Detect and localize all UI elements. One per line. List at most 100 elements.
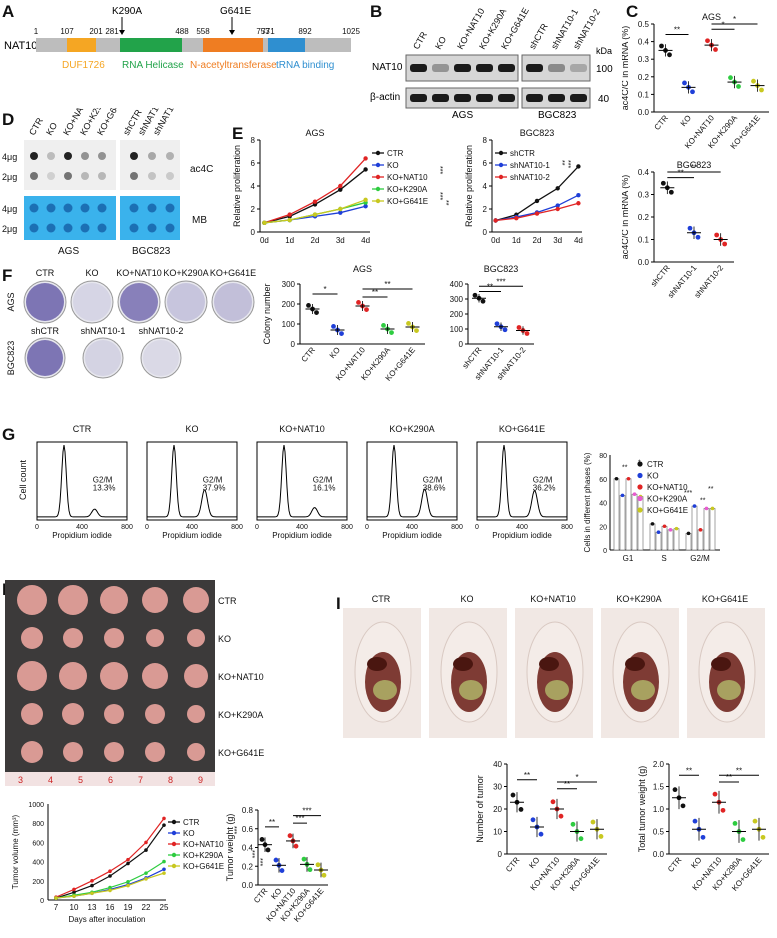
x-tick-label: 800 — [561, 524, 573, 531]
x-tick-label: 400 — [406, 524, 418, 531]
domain-tick: 201 — [89, 27, 103, 36]
data-point — [695, 234, 701, 240]
sig-mark: ** — [384, 280, 390, 289]
tumor — [21, 703, 43, 725]
tumor — [142, 663, 168, 689]
hist-curve — [36, 445, 127, 520]
x-tick-label: 3d — [553, 236, 562, 245]
x-tick-label: 0 — [255, 524, 259, 531]
data-point — [510, 792, 516, 798]
colony-dish — [70, 280, 114, 324]
phase-bar — [619, 495, 626, 551]
blot-band — [410, 64, 427, 72]
y-tick-label: 200 — [32, 879, 44, 886]
x-tick-label: 800 — [121, 524, 133, 531]
data-point — [578, 836, 584, 842]
y-tick-label: 80 — [599, 453, 607, 460]
y-tick-label: 60 — [599, 477, 607, 484]
y-axis-label: Relative proliferation — [232, 145, 242, 227]
series-point — [108, 874, 112, 878]
panel-label-e: E — [232, 124, 244, 143]
y-tick-label: 0.1 — [638, 236, 650, 245]
hist-curve — [256, 445, 347, 520]
x-tick-label: 25 — [160, 903, 169, 912]
panel-label-g: G — [2, 425, 16, 444]
sig-mark: ** — [691, 163, 697, 172]
domain-tick: 771 — [261, 27, 275, 36]
data-point — [389, 330, 394, 335]
mouse-label: KO+NAT10 — [530, 594, 576, 604]
tumor — [63, 628, 83, 648]
data-point — [667, 52, 672, 58]
colony-dish — [82, 337, 124, 379]
domain-tick: 1 — [34, 27, 39, 36]
blot-band — [498, 64, 515, 72]
sig-mark: ** — [269, 818, 275, 827]
ruler-number: 6 — [108, 775, 113, 785]
category-label: KO — [679, 114, 693, 129]
colony-stain — [214, 283, 252, 321]
blot-band — [526, 94, 543, 102]
mb-dot — [165, 203, 175, 213]
x-tick-label: 7 — [54, 903, 59, 912]
tumor — [100, 662, 128, 690]
sig-mark: * — [733, 15, 736, 24]
data-point — [259, 837, 265, 842]
series-point — [108, 888, 112, 893]
data-point — [740, 837, 746, 842]
legend-swatch — [637, 495, 643, 502]
legend-label: KO+NAT10 — [387, 173, 428, 182]
intestine — [373, 680, 397, 700]
hist-title: KO+NAT10 — [279, 424, 325, 434]
data-point — [550, 799, 556, 805]
row-label: BGC823 — [6, 341, 16, 376]
data-point — [668, 189, 674, 195]
ac4c-dot — [148, 172, 156, 180]
mouse-label: KO+G641E — [702, 594, 748, 604]
tumor — [187, 743, 205, 761]
sig-mark: ** — [674, 26, 680, 35]
g2m-percent: 16.1% — [313, 483, 336, 492]
data-point — [736, 84, 741, 89]
mb-dot — [80, 223, 90, 233]
legend-swatch — [637, 472, 643, 479]
y-tick-label: 8 — [251, 136, 256, 145]
blot-lane-label: KO — [433, 35, 448, 51]
series-point — [162, 859, 166, 864]
liver — [539, 657, 559, 671]
g2m-label: G2/M — [533, 476, 553, 485]
y-tick-label: 0 — [291, 340, 296, 349]
category-label: KO — [689, 856, 703, 871]
series-point — [126, 883, 130, 888]
legend-swatch — [375, 186, 381, 192]
tumor — [145, 704, 165, 724]
y-tick-label: 2 — [483, 205, 488, 214]
series-point — [144, 877, 148, 881]
legend-swatch — [171, 830, 177, 836]
data-point — [364, 307, 369, 312]
mb-dot — [46, 223, 56, 233]
phase-bar — [697, 529, 704, 551]
series-point — [126, 879, 130, 884]
x-tick-label: 0 — [475, 524, 479, 531]
x-tick-label: 0d — [260, 236, 269, 245]
series-point — [72, 890, 76, 895]
data-point — [760, 834, 766, 840]
y-tick-label: 800 — [32, 821, 44, 828]
phase-point — [686, 531, 691, 536]
legend-label: KO+NAT10 — [183, 840, 224, 849]
x-axis-label: Propidium iodide — [492, 531, 552, 540]
mb-dot — [46, 203, 56, 213]
blot-row-actin: β-actin — [370, 92, 400, 103]
y-tick-label: 0.4 — [242, 844, 254, 853]
tumor — [17, 661, 47, 691]
x-tick-label: 800 — [451, 524, 463, 531]
colony-group-label: CTR — [36, 268, 55, 278]
x-tick-label: 10 — [70, 903, 79, 912]
colony-group-label: KO — [85, 268, 98, 278]
phase-point — [692, 504, 697, 508]
x-tick-label: 4d — [361, 236, 370, 245]
mb-membrane — [24, 196, 116, 240]
y-tick-label: 4 — [483, 182, 488, 191]
g2m-percent: 37.9% — [203, 483, 226, 492]
